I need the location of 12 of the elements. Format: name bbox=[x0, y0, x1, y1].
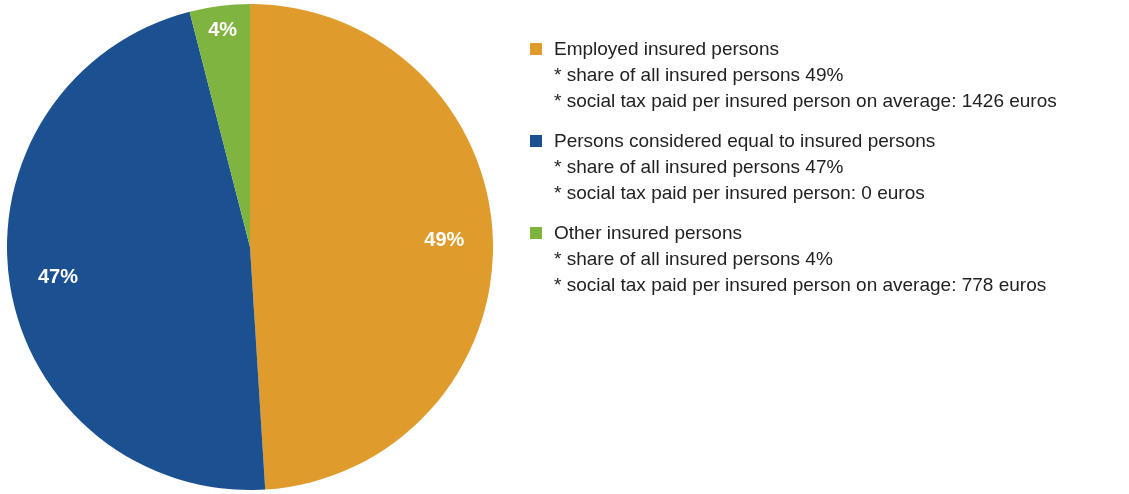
data-label: 47% bbox=[37, 264, 79, 287]
data-label: 4% bbox=[208, 17, 238, 40]
legend-label: Other insured persons bbox=[554, 221, 742, 245]
text: * share of all insured persons 47% bbox=[553, 155, 845, 179]
text: * social tax paid per insured person: 0 euros bbox=[553, 181, 926, 205]
text: * share of all insured persons 49% bbox=[553, 63, 845, 87]
text: * social tax paid per insured person on average: 1426 euros bbox=[553, 89, 1057, 113]
legend-label: Employed insured persons bbox=[554, 37, 779, 61]
text: * social tax paid per insured person on average: 778 euros bbox=[553, 273, 1048, 297]
text: * share of all insured persons 4% bbox=[553, 247, 834, 271]
data-label: 49% bbox=[424, 228, 465, 251]
legend-label: Persons considered equal to insured persons bbox=[554, 129, 936, 153]
